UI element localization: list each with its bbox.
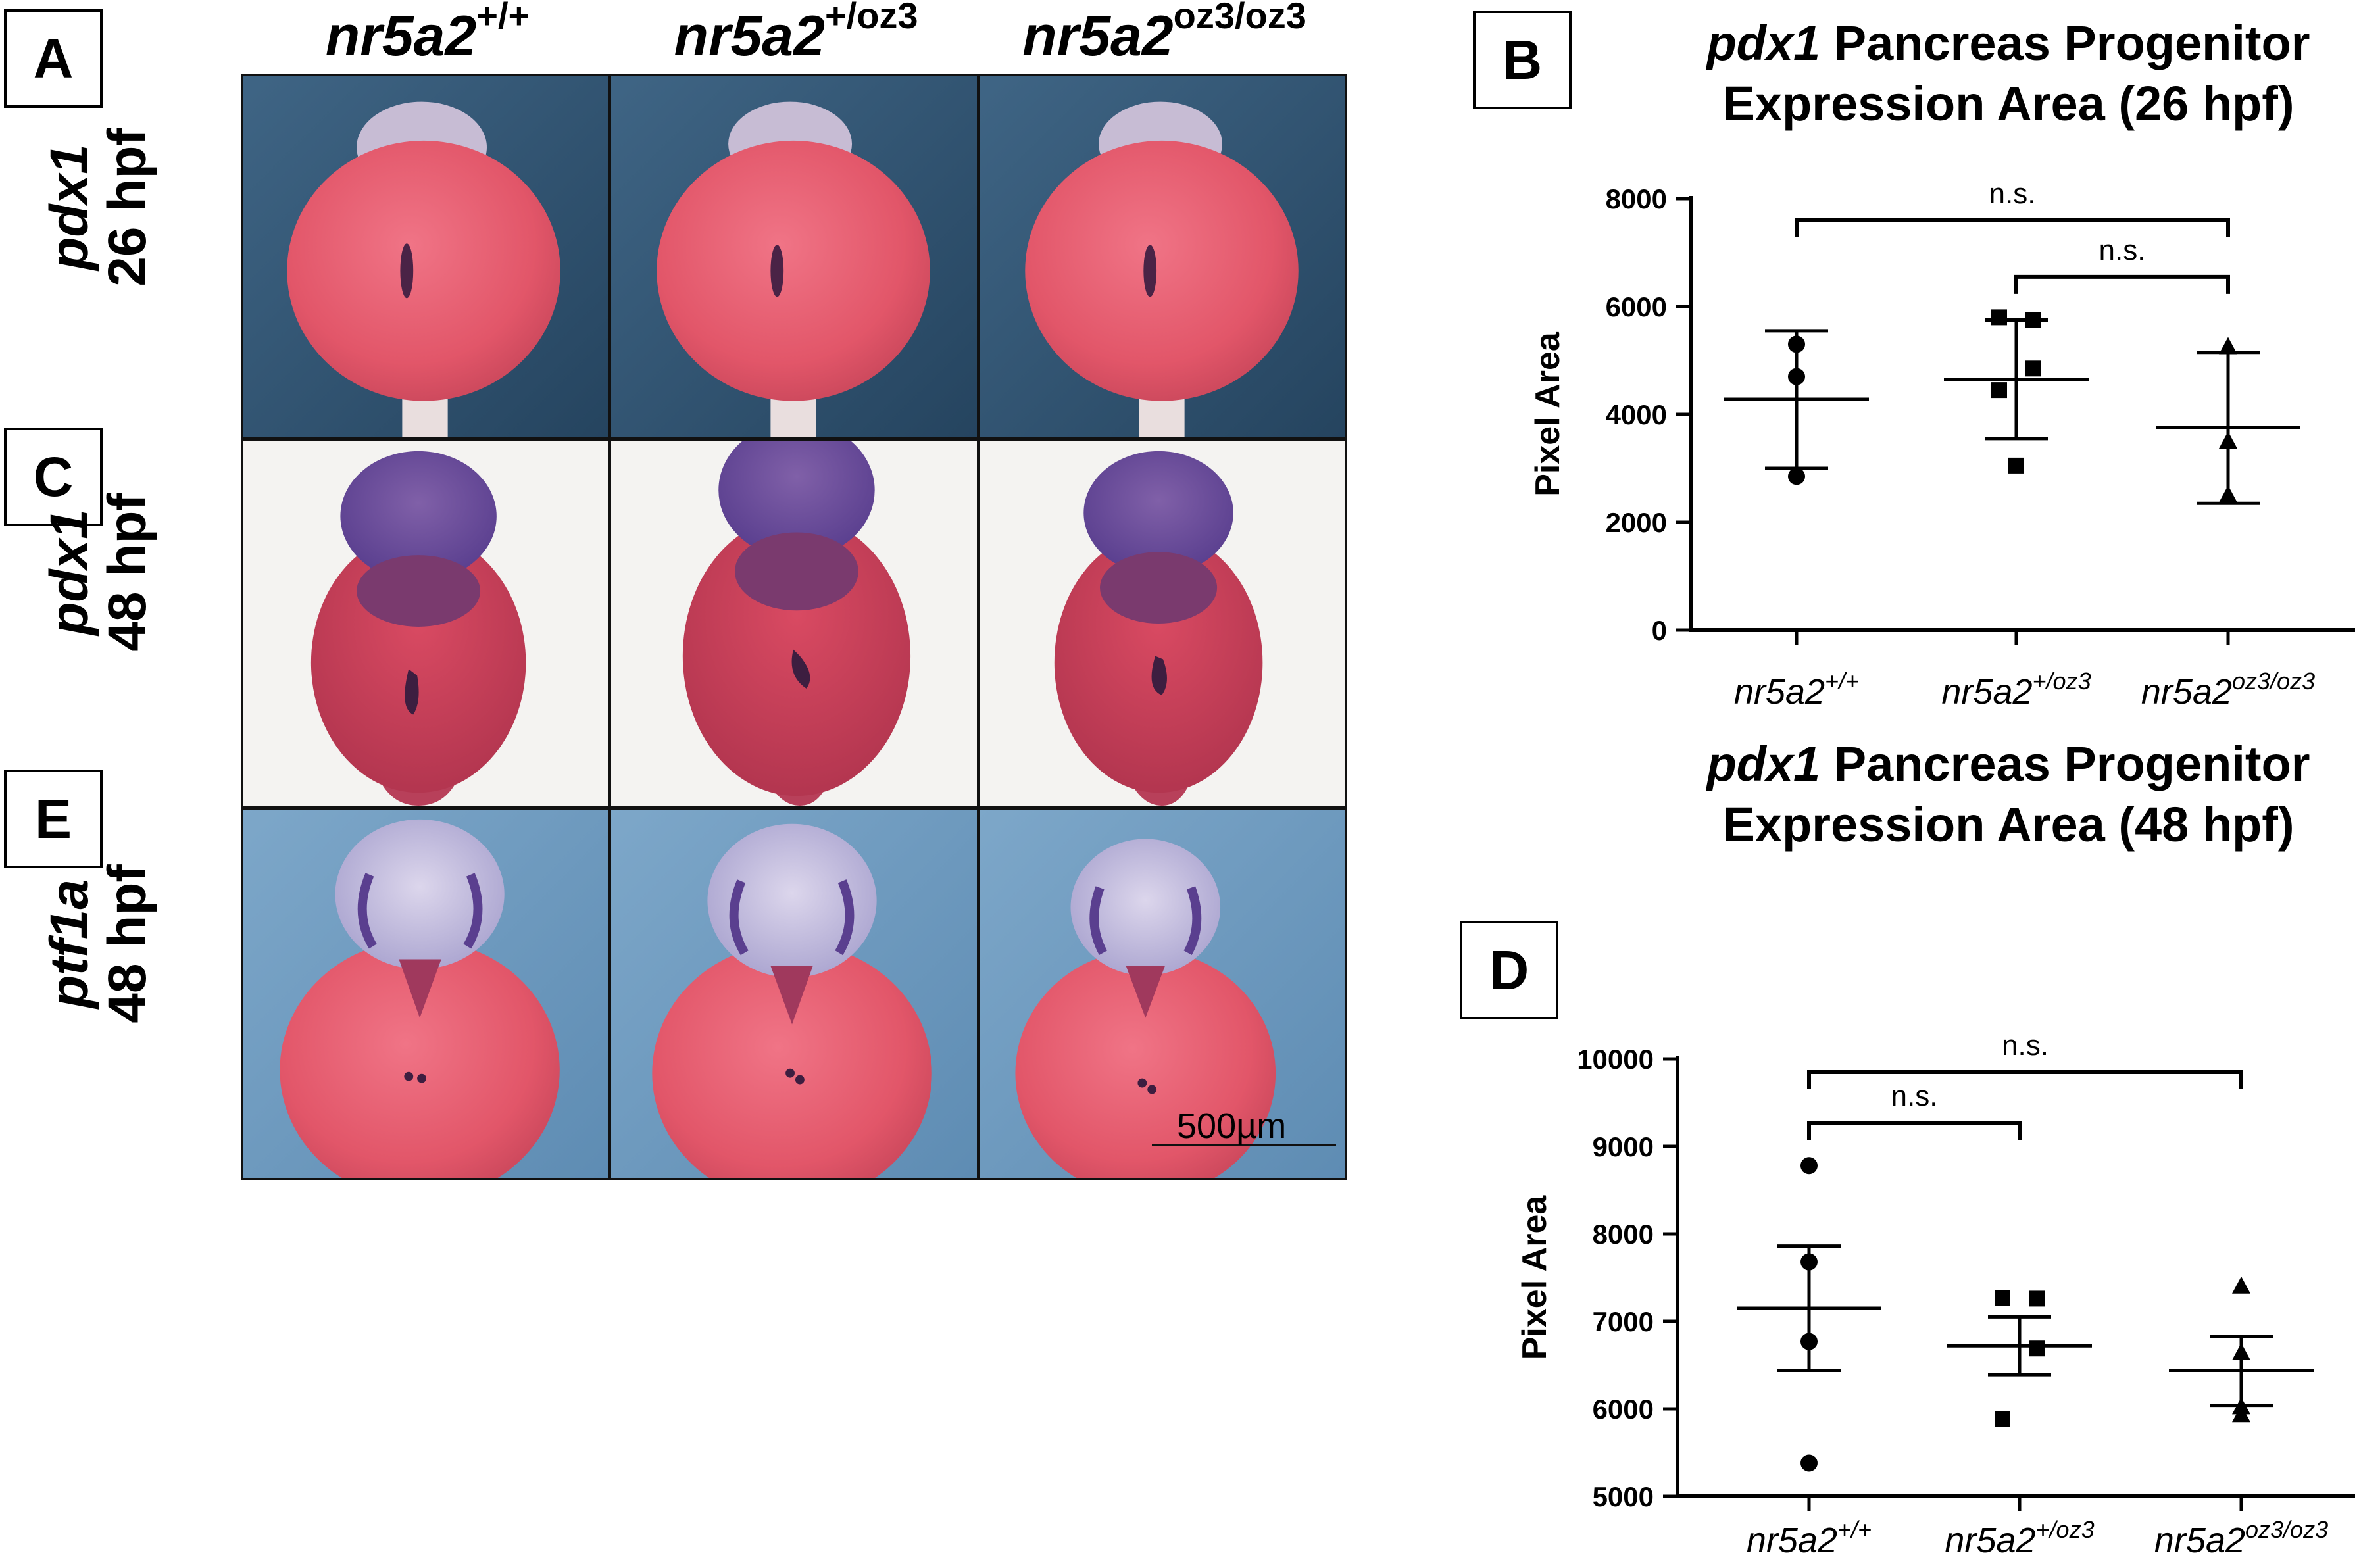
row-stage: 48 hpf — [97, 864, 157, 1023]
column-gene: nr5a2 — [325, 4, 477, 68]
significance-bracket — [1807, 1069, 2243, 1089]
data-point-circle — [1800, 1454, 1818, 1472]
x-tick-label: nr5a2+/oz3 — [1945, 1516, 2094, 1560]
data-point-triangle — [2232, 1342, 2250, 1360]
row-gene: pdx1 — [39, 144, 99, 270]
micrograph-pdx1-26hpf-homozygous — [978, 74, 1347, 439]
micrograph-pdx1-48hpf-wildtype — [241, 439, 610, 808]
data-point-circle — [1800, 1253, 1818, 1271]
data-point-triangle — [2219, 485, 2237, 502]
column-genotype: oz3/oz3 — [1173, 0, 1306, 36]
row-header-ptf1a-48hpf: ptf1a 48 hpf — [39, 835, 157, 1052]
y-tick-label: 10000 — [1577, 1044, 1654, 1075]
data-point-square — [1995, 1411, 2010, 1427]
data-point-circle — [1788, 335, 1805, 353]
title-rest: Pancreas Progenitor — [1833, 16, 2310, 70]
x-tick-label: nr5a2+/+ — [1734, 668, 1859, 712]
row-header-pdx1-26hpf: pdx1 26 hpf — [39, 99, 157, 316]
micrograph-pdx1-26hpf-wildtype — [241, 74, 610, 439]
y-tick-label: 6000 — [1593, 1394, 1654, 1425]
x-tick-label: nr5a2oz3/oz3 — [2154, 1516, 2328, 1560]
y-tick-label: 7000 — [1593, 1306, 1654, 1337]
column-header-homozygous: nr5a2 oz3/oz3 — [980, 0, 1349, 72]
data-point-circle — [1800, 1333, 1818, 1350]
data-point-square — [2025, 312, 2041, 328]
panel-label-a: A — [4, 9, 103, 108]
x-tick-label: nr5a2+/oz3 — [1941, 668, 2091, 712]
title-gene: pdx1 — [1706, 16, 1821, 70]
y-tick-label: 8000 — [1606, 184, 1667, 214]
column-genotype: +/oz3 — [824, 0, 918, 36]
significance-label: n.s. — [2099, 234, 2146, 266]
data-point-square — [2008, 457, 2024, 474]
data-point-circle — [1800, 1157, 1818, 1175]
scale-bar-label: 500µm — [1177, 1106, 1287, 1146]
scatter-chart-d: 5000 6000 7000 8000 9000 10000 Pixel Area nr5a2… — [1516, 1029, 2355, 1560]
data-point-triangle — [2219, 431, 2237, 449]
column-header-wildtype: nr5a2 +/+ — [243, 0, 612, 72]
data-point-triangle — [2232, 1405, 2250, 1423]
column-genotype: +/+ — [476, 0, 530, 36]
data-point-square — [1991, 382, 2007, 399]
y-axis-label: Pixel Area — [1516, 1195, 1554, 1360]
significance-label: n.s. — [1989, 178, 2036, 210]
title-line2: Expression Area (48 hpf) — [1722, 797, 2295, 852]
significance-label: n.s. — [2002, 1029, 2049, 1062]
row-stage: 48 hpf — [97, 493, 157, 652]
y-tick-label: 6000 — [1606, 291, 1667, 322]
y-tick-label: 2000 — [1606, 507, 1667, 538]
column-gene: nr5a2 — [674, 4, 825, 68]
y-tick-label: 5000 — [1593, 1481, 1654, 1512]
micrograph-ptf1a-48hpf-homozygous: 500µm — [978, 808, 1347, 1180]
y-tick-label: 0 — [1652, 615, 1667, 646]
panel-label-e: E — [4, 770, 103, 868]
micrograph-ptf1a-48hpf-wildtype — [241, 808, 610, 1180]
data-point-square — [2025, 360, 2041, 377]
data-point-square — [2029, 1340, 2045, 1357]
data-point-triangle — [2232, 1276, 2250, 1294]
column-header-heterozygous: nr5a2 +/oz3 — [612, 0, 980, 72]
chart-d-title: pdx1 Pancreas Progenitor Expression Area… — [1658, 734, 2359, 855]
data-point-circle — [1788, 468, 1805, 485]
significance-bracket — [2014, 274, 2230, 294]
significance-bracket — [1807, 1121, 2022, 1140]
row-gene: pdx1 — [39, 509, 99, 635]
significance-bracket — [1795, 218, 2230, 237]
x-tick-label: nr5a2oz3/oz3 — [2141, 668, 2315, 712]
micrograph-pdx1-48hpf-homozygous — [978, 439, 1347, 808]
panel-label-d: D — [1460, 921, 1558, 1019]
y-tick-label: 9000 — [1593, 1131, 1654, 1162]
y-tick-label: 8000 — [1593, 1219, 1654, 1250]
data-point-square — [1995, 1290, 2010, 1306]
row-header-pdx1-48hpf: pdx1 48 hpf — [39, 464, 157, 681]
row-stage: 26 hpf — [97, 128, 157, 287]
title-rest: Pancreas Progenitor — [1833, 737, 2310, 791]
data-point-circle — [1788, 368, 1805, 385]
chart-b-title: pdx1 Pancreas Progenitor Expression Area… — [1658, 13, 2359, 134]
data-point-square — [1991, 309, 2007, 326]
significance-label: n.s. — [1891, 1080, 1938, 1112]
micrograph-pdx1-26hpf-heterozygous — [609, 74, 979, 439]
scatter-chart-b: 0 2000 4000 6000 8000 Pixel Area nr5a2+/+ nr5a2… — [1529, 178, 2355, 712]
panel-label-b: B — [1473, 11, 1572, 109]
x-tick-label: nr5a2+/+ — [1747, 1516, 1872, 1560]
y-axis-label: Pixel Area — [1529, 331, 1567, 497]
data-point-square — [2029, 1290, 2045, 1307]
micrograph-ptf1a-48hpf-heterozygous — [609, 808, 979, 1180]
y-tick-label: 4000 — [1606, 399, 1667, 430]
scale-bar — [1152, 1144, 1336, 1146]
micrograph-pdx1-48hpf-heterozygous — [609, 439, 979, 808]
panel-label-c: C — [4, 428, 103, 526]
data-point-triangle — [2219, 337, 2237, 355]
column-gene: nr5a2 — [1022, 4, 1174, 68]
title-gene: pdx1 — [1706, 737, 1821, 791]
title-line2: Expression Area (26 hpf) — [1722, 76, 2295, 131]
row-gene: ptf1a — [39, 879, 99, 1008]
